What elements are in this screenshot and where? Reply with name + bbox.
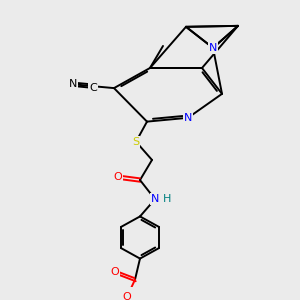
Text: C: C [89,83,97,93]
Text: O: O [114,172,122,182]
Text: N: N [69,79,77,89]
Text: O: O [123,292,131,300]
Text: N: N [184,113,192,123]
Text: O: O [111,267,119,277]
Text: N: N [151,194,159,204]
Text: S: S [132,137,140,147]
Text: N: N [209,43,217,53]
Text: H: H [163,194,171,204]
